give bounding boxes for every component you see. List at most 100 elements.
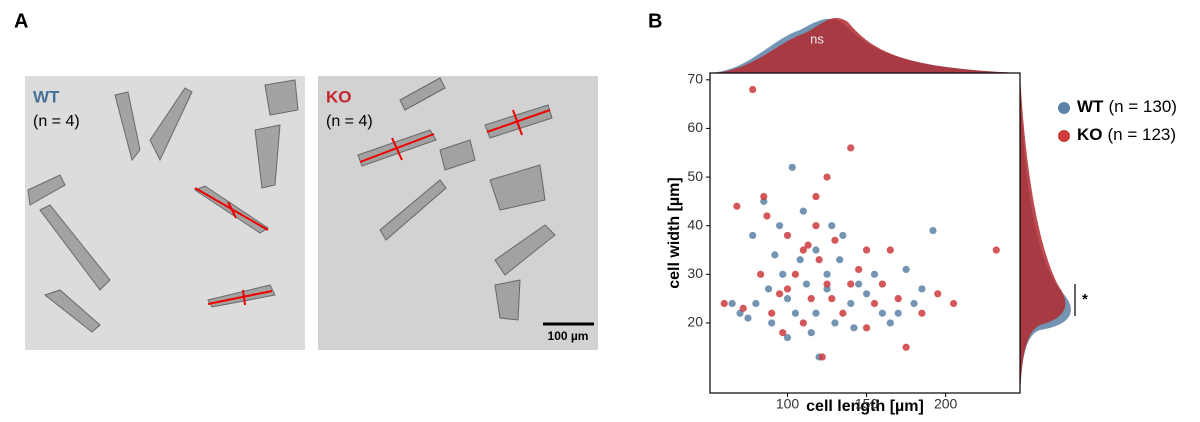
- y-axis-label: cell width [µm]: [666, 177, 683, 288]
- micrograph-ko: [318, 76, 598, 350]
- series: [720, 85, 1000, 361]
- point: [855, 265, 863, 274]
- legend-count: (n = 123): [1108, 125, 1177, 144]
- point: [886, 246, 894, 254]
- annotation: ns: [810, 31, 824, 46]
- point: [739, 304, 747, 312]
- point: [796, 256, 804, 264]
- point: [799, 246, 807, 254]
- point: [812, 309, 820, 317]
- legend-count: (n = 130): [1108, 97, 1177, 116]
- y-tick-label: 30: [687, 265, 703, 281]
- point: [812, 192, 820, 201]
- point: [862, 290, 871, 298]
- point: [768, 309, 776, 317]
- point: [775, 290, 784, 298]
- point: [862, 324, 871, 332]
- point: [828, 295, 836, 303]
- series: [728, 163, 937, 361]
- group-label: KO: [326, 87, 352, 106]
- point: [828, 222, 836, 230]
- micrograph-wt: [25, 76, 305, 350]
- annotation: *: [1082, 291, 1088, 308]
- point: [744, 314, 752, 322]
- point: [791, 309, 800, 317]
- point: [847, 299, 855, 308]
- point: [918, 285, 926, 293]
- point: [812, 246, 820, 254]
- point: [779, 329, 787, 337]
- point: [757, 270, 765, 278]
- point: [749, 85, 757, 94]
- point: [783, 295, 792, 303]
- x-tick-label: 200: [934, 396, 958, 412]
- point: [783, 285, 792, 293]
- point: [818, 353, 826, 361]
- y-tick-label: 60: [687, 119, 703, 135]
- y-tick-label: 40: [687, 216, 703, 232]
- point: [886, 319, 894, 327]
- point: [847, 144, 855, 152]
- point: [823, 280, 831, 288]
- point: [949, 299, 958, 308]
- point: [768, 319, 776, 327]
- legend-marker: [1058, 130, 1070, 142]
- point: [910, 299, 918, 308]
- plot-area: [709, 72, 1021, 394]
- point: [804, 241, 812, 249]
- y-tick-label: 20: [687, 314, 703, 330]
- point: [720, 299, 728, 308]
- point: [902, 265, 910, 274]
- scale-bar-label: 100 µm: [548, 329, 589, 343]
- point: [831, 236, 839, 244]
- legend-name: KO: [1077, 125, 1103, 144]
- legend-label: WT (n = 130): [1077, 97, 1177, 116]
- point: [831, 319, 839, 327]
- point: [783, 333, 792, 342]
- point: [862, 246, 871, 254]
- point: [918, 309, 926, 317]
- point: [847, 280, 855, 288]
- point: [812, 222, 820, 230]
- point: [823, 173, 831, 181]
- point: [878, 280, 886, 288]
- x-tick-label: 100: [776, 396, 800, 412]
- legend-name: WT: [1077, 97, 1104, 116]
- point: [815, 256, 823, 264]
- x-tick-label: 150: [855, 396, 879, 412]
- point: [807, 295, 815, 303]
- group-label: WT: [33, 87, 60, 106]
- point: [771, 251, 779, 259]
- x-axis-label: cell length [µm]: [806, 398, 924, 415]
- point: [752, 299, 760, 308]
- point: [728, 299, 736, 308]
- point: [799, 207, 807, 215]
- point: [992, 246, 1000, 254]
- point: [760, 192, 768, 201]
- point: [855, 280, 863, 288]
- point: [749, 231, 757, 240]
- point: [764, 285, 773, 293]
- point: [929, 226, 937, 235]
- density-right-ko: [1020, 73, 1066, 393]
- point: [902, 343, 910, 351]
- point: [775, 222, 784, 230]
- point: [807, 329, 815, 337]
- point: [839, 309, 847, 317]
- point: [733, 202, 741, 210]
- point: [839, 231, 847, 240]
- point: [850, 324, 858, 332]
- y-tick-label: 70: [687, 71, 703, 87]
- panel-label: A: [14, 10, 28, 32]
- n-label: (n = 4): [33, 113, 80, 130]
- point: [763, 212, 771, 220]
- point: [799, 319, 807, 327]
- point: [788, 163, 796, 171]
- density-top-ko: [710, 17, 1020, 73]
- point: [934, 290, 942, 298]
- point: [802, 280, 811, 288]
- point: [836, 256, 844, 264]
- point: [823, 270, 831, 278]
- n-label: (n = 4): [326, 113, 373, 130]
